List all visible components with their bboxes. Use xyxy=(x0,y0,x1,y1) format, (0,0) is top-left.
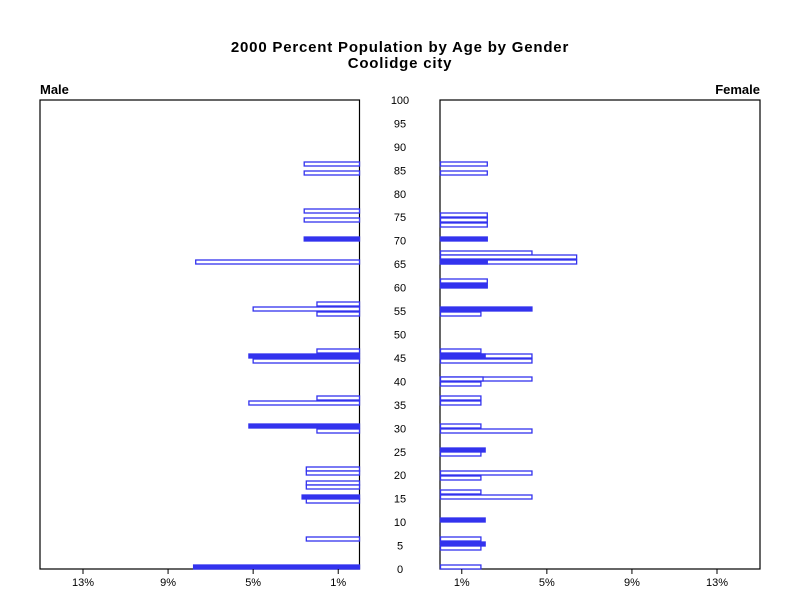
svg-text:Male: Male xyxy=(40,82,69,97)
svg-text:30: 30 xyxy=(394,423,406,435)
svg-text:45: 45 xyxy=(394,353,406,365)
svg-text:95: 95 xyxy=(394,119,406,131)
svg-text:15: 15 xyxy=(394,494,406,506)
svg-text:20: 20 xyxy=(394,470,406,482)
svg-text:50: 50 xyxy=(394,330,406,342)
svg-text:13%: 13% xyxy=(72,577,94,589)
svg-text:55: 55 xyxy=(394,306,406,318)
svg-text:9%: 9% xyxy=(160,577,176,589)
svg-text:5%: 5% xyxy=(539,577,555,589)
svg-text:70: 70 xyxy=(394,236,406,248)
svg-text:Female: Female xyxy=(715,82,760,97)
svg-text:5%: 5% xyxy=(245,577,261,589)
svg-text:90: 90 xyxy=(394,142,406,154)
svg-text:9%: 9% xyxy=(624,577,640,589)
svg-text:65: 65 xyxy=(394,259,406,271)
svg-text:10: 10 xyxy=(394,517,406,529)
svg-text:40: 40 xyxy=(394,376,406,388)
svg-text:75: 75 xyxy=(394,212,406,224)
svg-text:13%: 13% xyxy=(706,577,728,589)
svg-text:5: 5 xyxy=(397,541,403,553)
svg-text:80: 80 xyxy=(394,189,406,201)
svg-text:60: 60 xyxy=(394,283,406,295)
svg-text:1%: 1% xyxy=(454,577,470,589)
svg-text:1%: 1% xyxy=(330,577,346,589)
svg-text:35: 35 xyxy=(394,400,406,412)
svg-text:2000 Percent Population by Age: 2000 Percent Population by Age by Gender xyxy=(231,39,569,56)
svg-text:25: 25 xyxy=(394,447,406,459)
svg-text:100: 100 xyxy=(391,95,409,107)
svg-text:Coolidge city: Coolidge city xyxy=(348,55,453,72)
svg-text:85: 85 xyxy=(394,165,406,177)
svg-text:0: 0 xyxy=(397,564,403,576)
